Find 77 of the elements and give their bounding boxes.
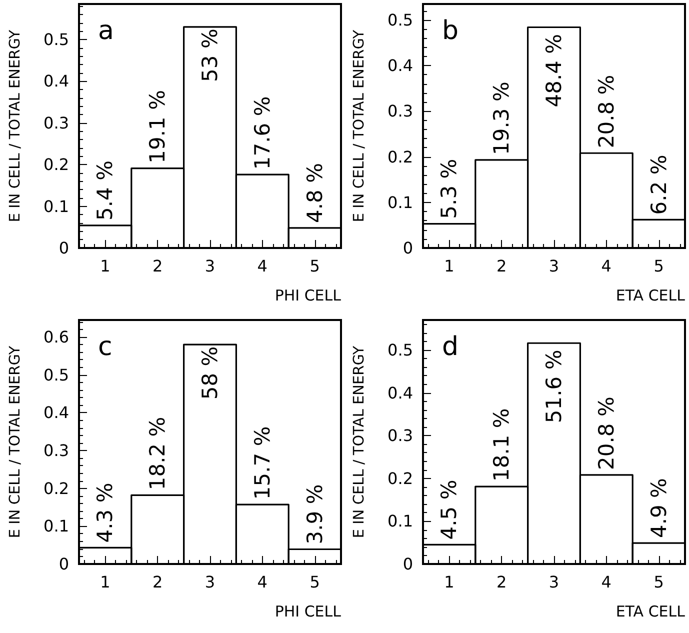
data-label: 18.2 %: [146, 416, 170, 490]
x-tick-label: 3: [204, 256, 216, 276]
data-label: 48.4 %: [542, 34, 566, 108]
data-label: 53 %: [198, 28, 222, 82]
y-axis-title: E IN CELL / TOTAL ENERGY: [352, 30, 368, 222]
data-label: 6.2 %: [646, 154, 671, 215]
x-tick-label: 2: [152, 256, 163, 276]
y-tick-label: 0: [402, 238, 413, 258]
x-axis-title: PHI CELL: [274, 286, 342, 304]
y-tick-label: 0.1: [44, 196, 69, 216]
y-tick-label: 0.2: [388, 147, 413, 166]
y-tick-label: 0.6: [44, 328, 69, 347]
x-tick-label: 5: [654, 572, 664, 592]
y-tick-label: 0.2: [44, 478, 69, 498]
y-tick-label: 0.2: [44, 155, 69, 174]
y-axis-title: E IN CELL / TOTAL ENERGY: [352, 346, 368, 538]
y-tick-label: 0.1: [44, 516, 69, 536]
y-tick-label: 0.5: [388, 10, 413, 30]
x-axis-title: ETA CELL: [616, 286, 686, 304]
x-tick-label: 2: [152, 572, 163, 592]
x-tick-label: 5: [310, 256, 320, 276]
x-tick-label: 4: [257, 572, 268, 592]
annotation: b: [442, 16, 459, 46]
data-label: 4.9 %: [646, 478, 671, 538]
x-tick-label: 5: [310, 572, 320, 592]
x-tick-label: 4: [601, 572, 612, 592]
x-tick-label: 1: [444, 256, 454, 276]
annotation: a: [98, 16, 114, 46]
data-label: 4.5 %: [437, 480, 462, 540]
annotation: d: [442, 332, 459, 362]
data-label: 51.6 %: [542, 350, 566, 424]
data-label: 18.1 %: [490, 408, 514, 482]
data-label: 15.7 %: [250, 426, 274, 500]
x-tick-label: 3: [548, 256, 560, 276]
x-axis-title: ETA CELL: [616, 602, 686, 620]
y-tick-label: 0.5: [388, 340, 413, 360]
x-tick-label: 4: [257, 256, 268, 276]
x-tick-label: 1: [100, 256, 110, 276]
y-tick-label: 0.4: [44, 403, 69, 422]
x-tick-label: 2: [496, 572, 507, 592]
y-tick-label: 0.1: [388, 512, 413, 531]
annotation: c: [98, 332, 112, 362]
data-label: 19.3 %: [490, 82, 514, 155]
x-tick-label: 2: [496, 256, 507, 276]
data-label: 17.6 %: [250, 96, 274, 170]
data-label: 5.3 %: [437, 158, 462, 219]
data-label: 20.8 %: [594, 396, 618, 470]
y-tick-label: 0: [58, 554, 69, 574]
x-tick-label: 4: [601, 256, 612, 276]
x-tick-label: 3: [548, 572, 560, 592]
x-axis-title: PHI CELL: [274, 602, 342, 620]
y-tick-label: 0: [58, 238, 69, 258]
y-tick-label: 0.2: [388, 468, 413, 488]
y-axis-title: E IN CELL / TOTAL ENERGY: [8, 30, 24, 222]
y-tick-label: 0.3: [388, 426, 413, 446]
y-tick-label: 0.5: [44, 365, 69, 384]
data-label: 58 %: [198, 346, 222, 400]
y-axis-title: E IN CELL / TOTAL ENERGY: [8, 346, 24, 538]
y-tick-label: 0.3: [388, 102, 413, 121]
y-tick-label: 0.3: [44, 113, 69, 132]
y-tick-label: 0: [402, 554, 413, 574]
x-tick-label: 1: [444, 572, 454, 592]
y-tick-label: 0.3: [44, 441, 69, 460]
y-tick-label: 0.4: [388, 56, 413, 76]
y-tick-label: 0.1: [388, 192, 413, 212]
x-tick-label: 1: [100, 572, 110, 592]
data-label: 3.9 %: [302, 484, 327, 544]
y-tick-label: 0.4: [44, 72, 69, 91]
data-label: 4.8 %: [302, 162, 327, 223]
y-tick-label: 0.4: [388, 383, 413, 402]
data-label: 4.3 %: [93, 482, 118, 543]
data-label: 19.1 %: [146, 90, 170, 164]
y-tick-label: 0.5: [44, 30, 69, 49]
x-tick-label: 3: [204, 572, 216, 592]
data-label: 20.8 %: [594, 74, 618, 148]
data-label: 5.4 %: [93, 160, 118, 220]
x-tick-label: 5: [654, 256, 664, 276]
